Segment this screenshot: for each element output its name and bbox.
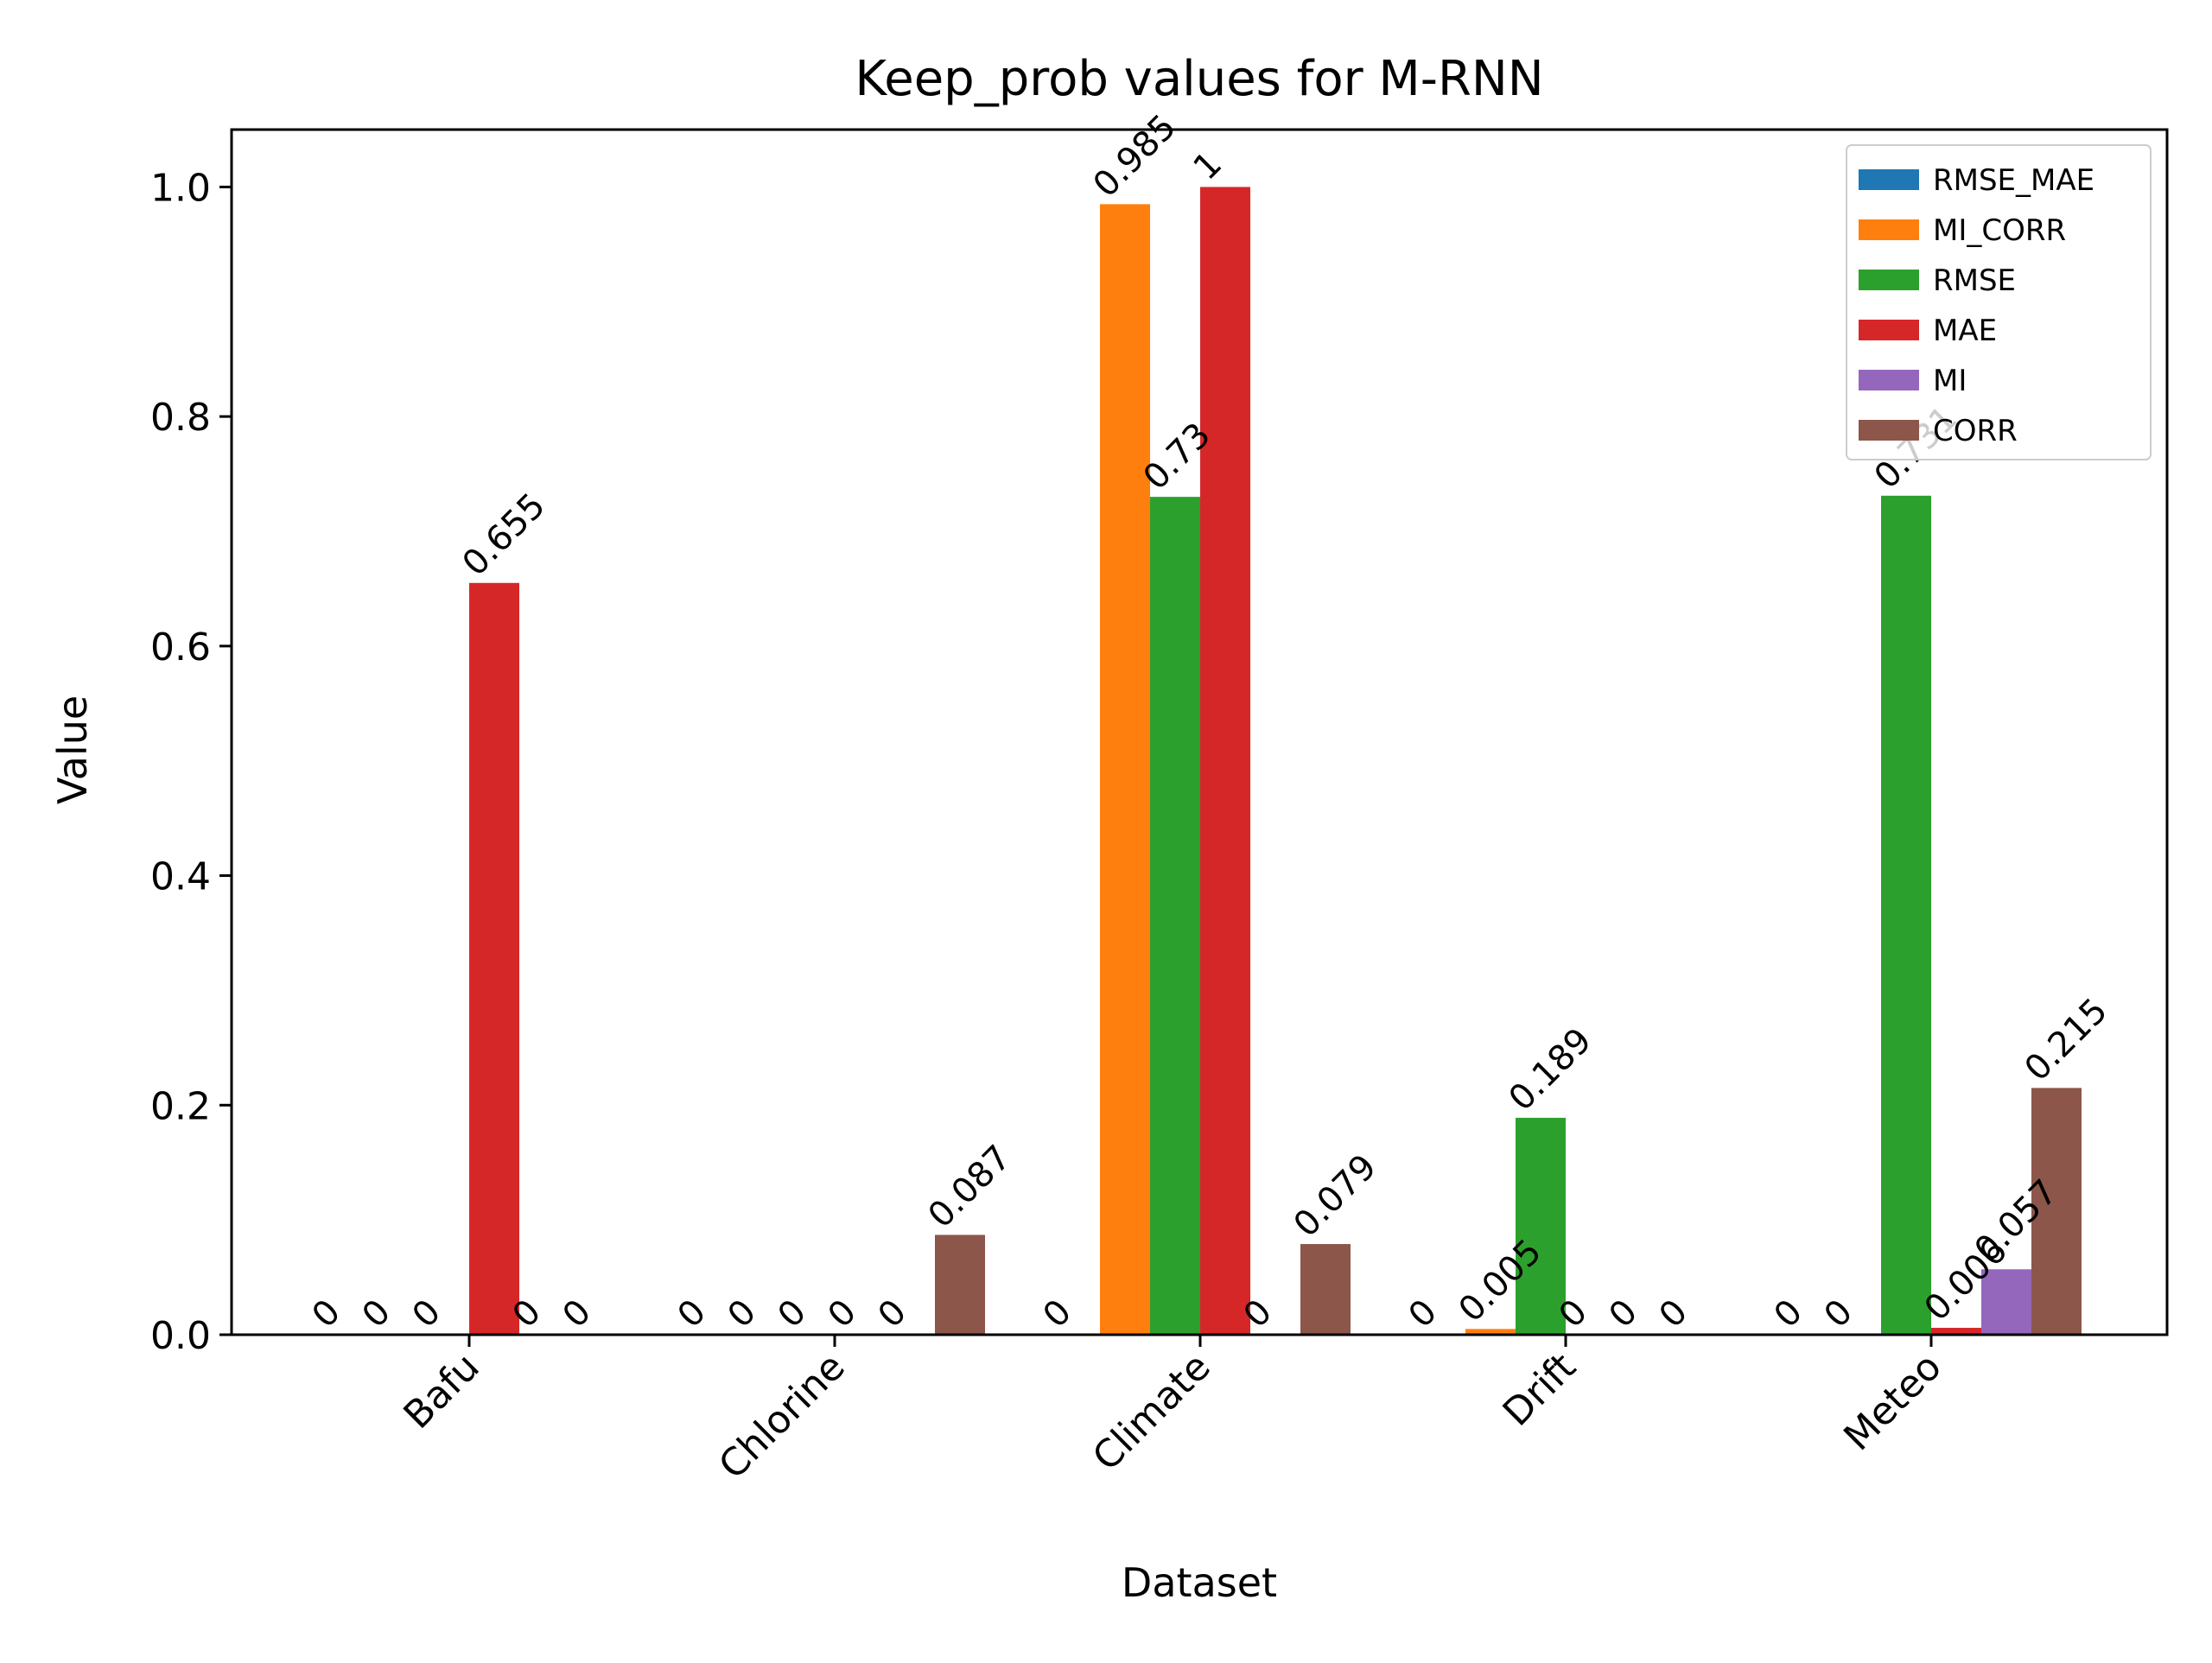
legend-swatch [1859, 270, 1919, 290]
bar-rmse-meteo [1881, 495, 1931, 1335]
legend-swatch [1859, 320, 1919, 340]
bar-corr-climate [1300, 1244, 1351, 1335]
bar-rmse-climate [1150, 497, 1200, 1335]
legend-swatch [1859, 420, 1919, 441]
bar-series [469, 187, 2082, 1335]
bar-mi-corr-drift [1465, 1329, 1516, 1335]
legend[interactable]: RMSE_MAE MI_CORR RMSE MAE MI CORR [1846, 144, 2152, 460]
y-tick-label: 0.6 [150, 625, 211, 670]
bar-corr-meteo [2031, 1088, 2082, 1335]
legend-entry-label: MI_CORR [1933, 213, 2066, 248]
bar-mae-climate [1200, 187, 1250, 1335]
bar-mae-meteo [1931, 1328, 1981, 1335]
bar-corr-chlorine [935, 1235, 985, 1335]
legend-entry-label: CORR [1933, 414, 2018, 448]
legend-swatch [1859, 370, 1919, 390]
y-tick-label: 1.0 [150, 166, 211, 210]
legend-box [1846, 144, 2152, 460]
legend-entry-label: MAE [1933, 314, 1997, 348]
bar-mi-corr-climate [1100, 204, 1150, 1335]
legend-swatch [1859, 169, 1919, 190]
x-axis-label: Dataset [1122, 1559, 1277, 1606]
legend-entry-label: MI [1933, 364, 1967, 398]
y-tick-label: 0.2 [150, 1084, 211, 1128]
legend-swatch [1859, 219, 1919, 240]
y-tick-label: 0.8 [150, 396, 211, 440]
y-tick-label: 0.4 [150, 855, 211, 899]
chart-title: Keep_prob values for M-RNN [855, 51, 1543, 107]
plot-frame [230, 128, 2169, 1336]
y-axis-label: Value [49, 695, 96, 804]
bar-mae-bafu [469, 582, 519, 1335]
y-tick-label: 0.0 [150, 1314, 211, 1358]
legend-entry-label: RMSE_MAE [1933, 163, 2094, 198]
bar-mi-meteo [1981, 1269, 2031, 1335]
legend-entry-label: RMSE [1933, 263, 2016, 298]
bar-rmse-drift [1516, 1117, 1566, 1335]
